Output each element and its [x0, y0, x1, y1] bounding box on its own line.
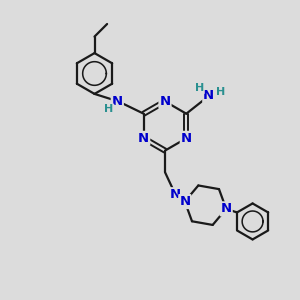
Text: N: N — [159, 95, 171, 108]
Text: H: H — [195, 83, 204, 93]
Text: N: N — [179, 195, 191, 208]
Text: N: N — [112, 94, 123, 108]
Text: N: N — [170, 188, 181, 201]
Text: N: N — [181, 132, 192, 145]
Text: H: H — [216, 87, 225, 97]
Text: N: N — [203, 89, 214, 102]
Text: N: N — [220, 202, 232, 215]
Text: N: N — [138, 132, 149, 145]
Text: H: H — [104, 104, 113, 115]
